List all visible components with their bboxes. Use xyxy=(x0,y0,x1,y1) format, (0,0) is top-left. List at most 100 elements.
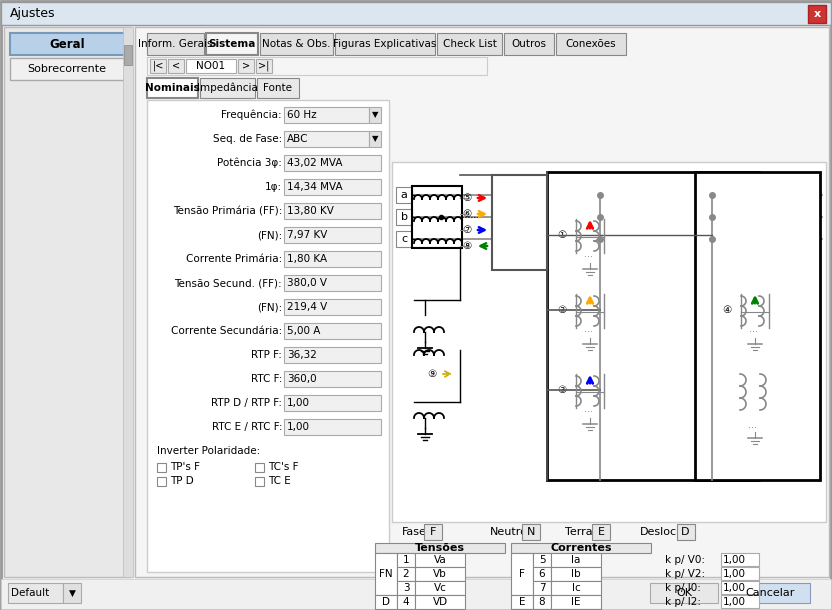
Text: 8: 8 xyxy=(538,597,545,607)
Text: TC E: TC E xyxy=(268,476,290,486)
Text: Corrente Primária:: Corrente Primária: xyxy=(186,254,282,264)
Bar xyxy=(397,567,415,581)
Text: 43,02 MVA: 43,02 MVA xyxy=(287,158,343,168)
Text: 14,34 MVA: 14,34 MVA xyxy=(287,182,343,192)
Bar xyxy=(437,33,502,55)
Text: (FN):: (FN): xyxy=(257,302,282,312)
Text: ▼: ▼ xyxy=(372,134,379,143)
Text: 13,80 KV: 13,80 KV xyxy=(287,206,334,216)
Bar xyxy=(551,567,601,581)
Text: Geral: Geral xyxy=(49,37,85,51)
Bar xyxy=(721,581,759,594)
Bar xyxy=(255,463,264,472)
Bar xyxy=(284,299,381,315)
Bar xyxy=(150,59,166,73)
Bar xyxy=(147,33,204,55)
Text: Vc: Vc xyxy=(433,583,447,593)
Bar xyxy=(592,524,610,540)
Bar xyxy=(284,395,381,411)
Text: Frequência:: Frequência: xyxy=(221,110,282,120)
Bar xyxy=(396,209,412,225)
Bar xyxy=(284,347,381,363)
Text: Vb: Vb xyxy=(433,569,447,579)
Text: Inverter Polaridade:: Inverter Polaridade: xyxy=(157,446,260,456)
Text: |<: |< xyxy=(152,61,164,71)
Text: F: F xyxy=(430,527,437,537)
Bar xyxy=(533,595,551,609)
Bar xyxy=(533,609,551,610)
Text: E: E xyxy=(518,597,525,607)
Text: Ia: Ia xyxy=(572,555,581,565)
Text: 1,80 KA: 1,80 KA xyxy=(287,254,327,264)
Text: 7: 7 xyxy=(538,583,545,593)
Bar xyxy=(551,581,601,595)
Text: 1,00: 1,00 xyxy=(723,555,746,565)
Text: FN: FN xyxy=(379,569,393,579)
Bar xyxy=(206,33,258,55)
Text: Tensão Primária (FF):: Tensão Primária (FF): xyxy=(172,206,282,216)
Bar xyxy=(522,524,540,540)
Bar xyxy=(415,567,465,581)
Text: 1: 1 xyxy=(403,555,409,565)
Text: ABC: ABC xyxy=(287,134,309,144)
Text: ⑤: ⑤ xyxy=(463,193,472,203)
Bar xyxy=(255,477,264,486)
Text: 1,00: 1,00 xyxy=(723,569,746,579)
Text: <: < xyxy=(172,61,180,71)
Text: b: b xyxy=(400,212,408,222)
Text: a: a xyxy=(400,190,408,200)
Bar xyxy=(284,155,381,171)
Text: 5,00 A: 5,00 A xyxy=(287,326,320,336)
Bar xyxy=(375,595,397,609)
Text: Default: Default xyxy=(11,588,49,598)
Bar xyxy=(284,275,381,291)
Text: Va: Va xyxy=(433,555,447,565)
Text: (FN):: (FN): xyxy=(257,230,282,240)
Bar xyxy=(492,175,547,270)
Text: 380,0 V: 380,0 V xyxy=(287,278,327,288)
Text: Outros: Outros xyxy=(512,39,547,49)
Bar xyxy=(547,172,759,480)
Text: 219,4 V: 219,4 V xyxy=(287,302,327,312)
Bar xyxy=(511,609,533,610)
Bar xyxy=(157,463,166,472)
Text: 3: 3 xyxy=(403,583,409,593)
Bar xyxy=(168,59,184,73)
Text: 360,0: 360,0 xyxy=(287,374,317,384)
Bar xyxy=(284,131,369,147)
Bar xyxy=(8,583,63,603)
Text: k p/ V2:: k p/ V2: xyxy=(665,569,706,579)
Bar xyxy=(284,323,381,339)
Text: 1,00: 1,00 xyxy=(723,583,746,593)
Text: Notas & Obs.: Notas & Obs. xyxy=(262,39,331,49)
Text: Corrente Secundária:: Corrente Secundária: xyxy=(171,326,282,336)
Text: 60 Hz: 60 Hz xyxy=(287,110,317,120)
Text: VD: VD xyxy=(433,597,448,607)
Text: c: c xyxy=(401,234,407,244)
Text: Correntes: Correntes xyxy=(550,543,612,553)
Bar xyxy=(424,524,442,540)
Bar xyxy=(147,57,487,75)
Bar xyxy=(397,553,415,567)
Bar xyxy=(256,59,272,73)
Text: Inform. Gerais: Inform. Gerais xyxy=(138,39,213,49)
Text: N: N xyxy=(527,527,535,537)
Text: Fase: Fase xyxy=(402,527,427,537)
Text: TC's F: TC's F xyxy=(268,462,299,472)
Bar xyxy=(147,78,198,98)
Text: 1,00: 1,00 xyxy=(723,597,746,607)
Text: RTC F:: RTC F: xyxy=(250,374,282,384)
Text: Nominais: Nominais xyxy=(145,83,200,93)
Bar xyxy=(415,553,465,567)
Text: Tensões: Tensões xyxy=(415,543,465,553)
Text: Ic: Ic xyxy=(572,583,581,593)
Text: ...: ... xyxy=(749,324,758,334)
Text: 4: 4 xyxy=(403,597,409,607)
Text: Conexões: Conexões xyxy=(566,39,617,49)
Bar xyxy=(511,543,651,553)
Text: Sistema: Sistema xyxy=(208,39,255,49)
Bar xyxy=(284,419,381,435)
Bar xyxy=(284,203,381,219)
Bar xyxy=(412,186,462,248)
Text: ...: ... xyxy=(748,420,757,430)
